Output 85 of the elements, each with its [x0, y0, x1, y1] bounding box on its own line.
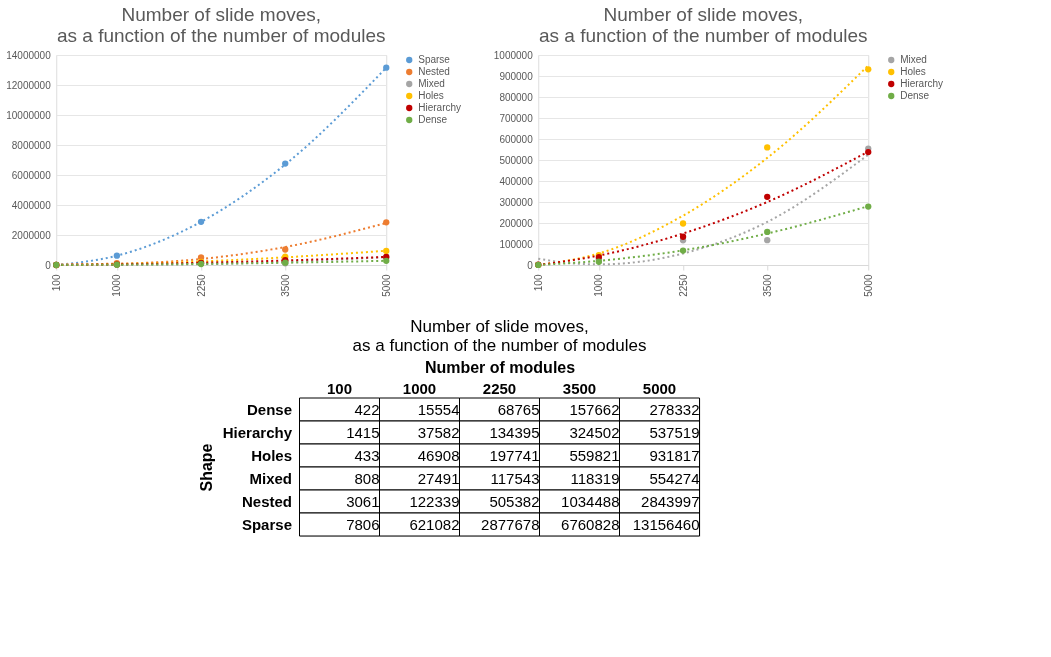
y-tick-label: 4000000 — [11, 199, 52, 211]
chart-title: Number of slide moves, as a function of the number of modules — [57, 4, 386, 46]
data-label: 197741 — [489, 446, 540, 464]
y-tick-label: Dense — [246, 400, 292, 418]
legend-label: Mixed — [418, 78, 445, 89]
data-label: 537519 — [649, 423, 700, 441]
data-label: 15554 — [417, 400, 460, 418]
x-tick-label: 100 — [50, 274, 62, 292]
y-tick-label: Sparse — [241, 515, 292, 533]
legend-label: Mixed — [900, 54, 927, 65]
y-tick-label: 700000 — [499, 112, 534, 124]
legend-label: Holes — [418, 90, 444, 101]
x-tick-label: 100 — [326, 379, 353, 397]
data-label: 68765 — [497, 400, 540, 418]
legend-label: Dense — [418, 114, 448, 125]
data-label: 554274 — [649, 469, 700, 487]
y-tick-label: Mixed — [249, 469, 292, 487]
legend-label: Dense — [900, 90, 930, 101]
x-tick-label: 1000 — [402, 379, 437, 397]
data-label: 505382 — [489, 492, 540, 510]
y-axis-title: Shape — [197, 443, 215, 492]
data-label: 13156460 — [632, 515, 700, 533]
legend-label: Hierarchy — [900, 78, 944, 89]
legend-label: Hierarchy — [418, 102, 462, 113]
y-tick-label: 1000000 — [493, 49, 534, 61]
x-tick-label: 100 — [532, 274, 544, 292]
y-tick-label: 12000000 — [6, 79, 52, 91]
data-label: 324502 — [569, 423, 620, 441]
y-tick-label: 500000 — [499, 154, 534, 166]
data-label: 2843997 — [641, 492, 700, 510]
x-tick-label: 3500 — [562, 379, 597, 397]
y-tick-label: 100000 — [499, 238, 534, 250]
data-label: 118319 — [570, 469, 620, 487]
y-tick-label: 2000000 — [11, 229, 52, 241]
x-tick-label: 1000 — [593, 274, 605, 297]
data-label: 422 — [354, 400, 380, 418]
y-tick-label: 400000 — [499, 175, 534, 187]
x-tick-label: 2250 — [195, 274, 207, 297]
chart-title: Number of slide moves, as a function of the number of modules — [539, 4, 868, 46]
y-tick-label: 900000 — [499, 70, 534, 82]
x-tick-label: 3500 — [279, 274, 291, 297]
y-tick-label: Holes — [251, 446, 292, 464]
data-label: 1034488 — [561, 492, 620, 510]
y-tick-label: 14000000 — [6, 49, 52, 61]
legend-label: Sparse — [418, 54, 451, 65]
y-tick-label: Hierarchy — [222, 423, 293, 441]
x-tick-label: 5000 — [862, 274, 874, 297]
legend-label: Holes — [900, 66, 926, 77]
x-tick-label: 2250 — [677, 274, 689, 297]
data-label: 433 — [354, 446, 380, 464]
data-label: 808 — [354, 469, 380, 487]
y-tick-label: 800000 — [499, 91, 534, 103]
y-tick-label: 8000000 — [11, 139, 52, 151]
data-label: 931817 — [649, 446, 700, 464]
y-tick-label: 200000 — [499, 217, 534, 229]
x-axis-title: Number of modules — [424, 358, 576, 376]
data-label: 37582 — [417, 423, 460, 441]
data-label: 621082 — [409, 515, 460, 533]
chart-title: Number of slide moves, as a function of the number of modules — [352, 317, 647, 355]
data-label: 2877678 — [481, 515, 540, 533]
x-tick-label: 3500 — [761, 274, 773, 297]
y-tick-label: 10000000 — [6, 109, 52, 121]
data-label: 278332 — [649, 400, 700, 418]
data-label: 6760828 — [561, 515, 620, 533]
legend-label: Nested — [418, 66, 450, 77]
y-tick-label: 0 — [527, 259, 534, 271]
x-tick-label: 5000 — [380, 274, 392, 297]
data-label: 27491 — [417, 469, 460, 487]
data-label: 7806 — [346, 515, 380, 533]
y-tick-label: 0 — [45, 259, 52, 271]
data-label: 3061 — [346, 492, 380, 510]
x-tick-label: 1000 — [111, 274, 123, 297]
data-label: 117543 — [490, 469, 540, 487]
data-label: 122339 — [409, 492, 460, 510]
data-label: 157662 — [569, 400, 620, 418]
x-tick-label: 2250 — [482, 379, 517, 397]
y-tick-label: 6000000 — [11, 169, 52, 181]
y-tick-label: 600000 — [499, 133, 534, 145]
data-label: 134395 — [489, 423, 540, 441]
y-tick-label: Nested — [241, 492, 292, 510]
data-label: 46908 — [417, 446, 460, 464]
data-label: 559821 — [569, 446, 620, 464]
y-tick-label: 300000 — [499, 196, 534, 208]
data-label: 1415 — [346, 423, 380, 441]
x-tick-label: 5000 — [642, 379, 677, 397]
